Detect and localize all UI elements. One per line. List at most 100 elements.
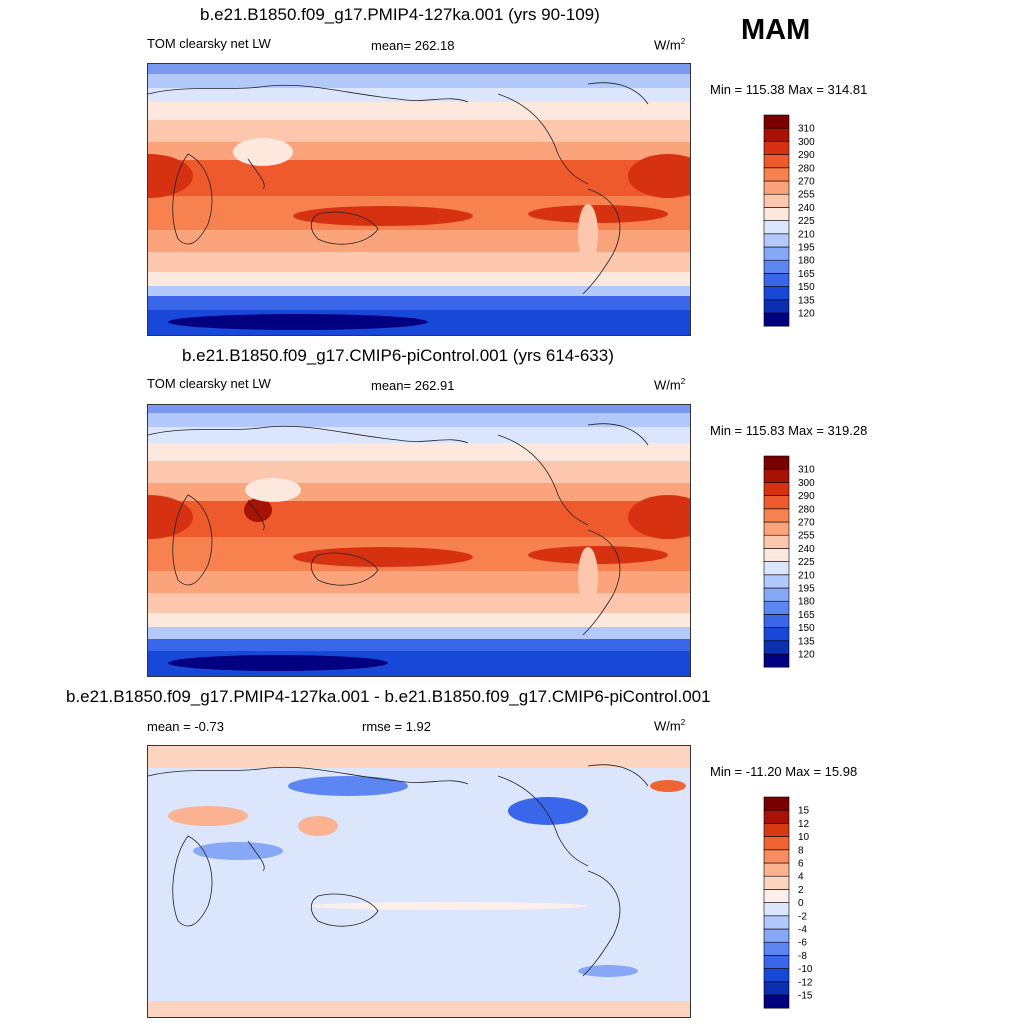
panel3-map-svg — [148, 746, 690, 1017]
season-label: MAM — [741, 14, 811, 46]
colorbar-swatch — [763, 941, 790, 956]
band-arctic — [148, 413, 690, 427]
colorbar-tick-label: 2 — [798, 885, 804, 896]
colorbar-tick-label: 225 — [798, 216, 815, 227]
colorbar-tick-label: 280 — [798, 504, 815, 515]
panel1-variable-label: TOM clearsky net LW — [147, 36, 271, 51]
coast-africa — [172, 494, 213, 586]
band-subantarctic — [148, 627, 690, 639]
coastlines — [148, 764, 649, 977]
band-south-subtropic — [148, 571, 690, 593]
warm-europe — [168, 806, 248, 826]
colorbar-swatch — [763, 286, 790, 301]
colorbar-tick-label: -4 — [798, 925, 807, 936]
colorbar-tick-label: 4 — [798, 872, 804, 883]
colorbar-swatch — [763, 154, 790, 169]
colorbar-swatch — [763, 994, 790, 1009]
band-southern-ocean — [148, 272, 690, 286]
coast-australia — [310, 211, 379, 245]
colorbar-tick-label: 12 — [798, 819, 810, 830]
colorbar-swatch — [763, 640, 790, 655]
cool-south-asia — [193, 842, 283, 860]
band-tropics-north — [148, 160, 690, 196]
coast-south-america — [582, 188, 621, 295]
band-subantarctic — [148, 286, 690, 296]
colorbar-swatch — [763, 796, 790, 811]
coast-north-america — [497, 775, 589, 867]
panel2-mean-label: mean= 262.91 — [371, 378, 455, 393]
colorbar-swatch — [763, 836, 790, 851]
colorbar-tick-label: 180 — [798, 256, 815, 267]
colorbar-tick-label: 310 — [798, 124, 815, 135]
cool-southern-ocean — [578, 965, 638, 977]
colorbar-tick-label: -8 — [798, 951, 807, 962]
colorbar-swatch — [763, 312, 790, 327]
coast-greenland — [587, 423, 649, 446]
band-south-warm — [148, 1001, 690, 1017]
band-north-high — [148, 102, 690, 120]
colorbar-swatch — [763, 889, 790, 903]
colorbar-tick-label: -12 — [798, 977, 813, 988]
colorbar-tick-label: 240 — [798, 203, 815, 214]
andes — [578, 204, 598, 264]
colorbar-swatch — [763, 141, 790, 155]
coast-greenland — [587, 764, 649, 787]
colorbar-swatch — [763, 233, 790, 248]
warm-band-tropics — [308, 902, 588, 910]
colorbar-swatch — [763, 299, 790, 314]
colorbar-tick-label: -2 — [798, 911, 807, 922]
colorbar-swatch — [763, 809, 790, 824]
warm-patch-africa — [628, 154, 690, 198]
colorbar-swatch — [763, 127, 790, 142]
colorbar-tick-label: 310 — [798, 465, 815, 476]
colorbar-swatch — [763, 455, 790, 470]
coast-india — [247, 499, 265, 531]
coastlines — [148, 82, 649, 295]
coast-eurasia — [148, 425, 469, 444]
panel2-colorbar-svg: 120 135 150 165 180 195 210 225 240 255 270 280 290 3… — [763, 455, 815, 668]
warm-patch-africa — [628, 495, 690, 539]
colorbar-tick-label: 6 — [798, 859, 804, 870]
panel1-colorbar-svg: 120 135 150 165 180 195 210 225 240 255 270 280 290 3… — [763, 114, 815, 327]
coast-india — [247, 840, 265, 872]
colorbar-tick-label: 8 — [798, 845, 804, 856]
colorbar-swatch — [763, 495, 790, 510]
colorbar-swatch — [763, 220, 790, 235]
panel3-colorbar: -15 -12 -10 -8 -6 -4 -2 0 2 4 6 8 10 12 15 — [763, 796, 824, 1012]
colorbar-swatch — [763, 548, 790, 562]
coast-africa — [172, 153, 213, 245]
colorbar-swatch — [763, 207, 790, 221]
colorbar-tick-label: 255 — [798, 190, 815, 201]
colorbar-tick-label: -10 — [798, 964, 813, 975]
colorbar-tick-label: 150 — [798, 282, 815, 293]
colorbar-tick-label: 10 — [798, 832, 810, 843]
band-antarctic-coast — [148, 639, 690, 651]
colorbar-tick-label: 300 — [798, 478, 815, 489]
band-subarctic — [148, 88, 690, 102]
colorbar-tick-label: 195 — [798, 243, 815, 254]
colorbar-tick-label: 270 — [798, 518, 815, 529]
colorbar-swatch — [763, 114, 790, 129]
colorbar-swatch — [763, 534, 790, 549]
coastlines — [148, 423, 649, 636]
panel2-units: W/m2 — [654, 377, 686, 393]
warm-band-atlantic — [528, 546, 668, 564]
colorbar-swatch — [763, 246, 790, 261]
panel3-colorbar-svg: -15 -12 -10 -8 -6 -4 -2 0 2 4 6 8 10 12 15 — [763, 796, 813, 1009]
colorbar-swatch — [763, 823, 790, 837]
colorbar-tick-label: 195 — [798, 584, 815, 595]
coast-greenland — [587, 82, 649, 105]
andes — [578, 547, 598, 607]
band-south-subtropic — [148, 230, 690, 252]
colorbar-tick-label: 255 — [798, 531, 815, 542]
colorbar-swatch — [763, 587, 790, 602]
colorbar-tick-label: 120 — [798, 650, 815, 661]
band-north-high — [148, 443, 690, 461]
colorbar-tick-label: 290 — [798, 491, 815, 502]
coast-south-america — [582, 529, 621, 636]
colorbar-swatch — [763, 600, 790, 615]
colorbar-tick-label: 210 — [798, 570, 815, 581]
band-north-mid — [148, 120, 690, 142]
band-southern-ocean — [148, 613, 690, 627]
coast-north-america — [497, 93, 589, 185]
